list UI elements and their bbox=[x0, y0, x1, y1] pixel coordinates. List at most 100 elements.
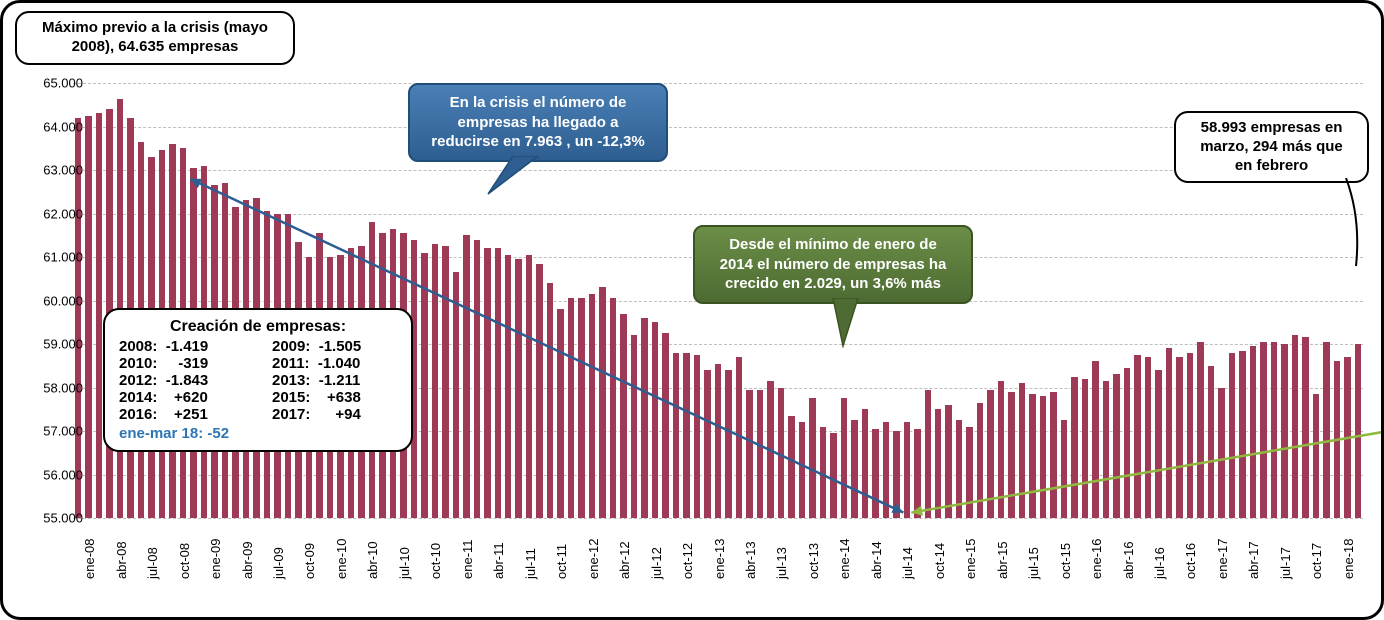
bar bbox=[1061, 420, 1068, 518]
bar bbox=[1103, 381, 1110, 518]
xtick-label: abr-16 bbox=[1121, 541, 1136, 579]
callout-recovery: Desde el mínimo de enero de 2014 el núme… bbox=[693, 225, 973, 304]
bar bbox=[872, 429, 879, 518]
bar bbox=[578, 298, 585, 518]
ytick-label: 61.000 bbox=[23, 250, 83, 265]
xtick-label: jul-08 bbox=[145, 547, 160, 579]
bar bbox=[442, 246, 449, 518]
bar bbox=[1029, 394, 1036, 518]
bar bbox=[998, 381, 1005, 518]
bar bbox=[1050, 392, 1057, 518]
bar bbox=[1092, 361, 1099, 518]
bar bbox=[1281, 344, 1288, 518]
xtick-label: ene-11 bbox=[460, 539, 475, 579]
xtick-label: abr-15 bbox=[995, 541, 1010, 579]
bar bbox=[1302, 337, 1309, 518]
callout-max: Máximo previo a la crisis (mayo 2008), 6… bbox=[15, 11, 295, 65]
xtick-label: abr-17 bbox=[1246, 541, 1261, 579]
xtick-label: abr-13 bbox=[743, 541, 758, 579]
bar bbox=[1197, 342, 1204, 518]
data-cell: 2011: -1.040 bbox=[272, 355, 397, 372]
bar bbox=[788, 416, 795, 518]
ytick-label: 57.000 bbox=[23, 424, 83, 439]
bar bbox=[883, 422, 890, 518]
bar bbox=[914, 429, 921, 518]
bar bbox=[505, 255, 512, 518]
bar bbox=[1218, 388, 1225, 519]
bar bbox=[610, 298, 617, 518]
bar bbox=[1229, 353, 1236, 518]
data-cell: 2016: +251 bbox=[119, 406, 244, 423]
callout-crisis-tail bbox=[478, 156, 548, 196]
bar bbox=[935, 409, 942, 518]
bar bbox=[1071, 377, 1078, 518]
bar bbox=[987, 390, 994, 518]
bar bbox=[1208, 366, 1215, 518]
xtick-label: abr-14 bbox=[869, 541, 884, 579]
xtick-label: oct-10 bbox=[428, 543, 443, 579]
bar bbox=[85, 116, 92, 518]
creation-data-box: Creación de empresas: 2008: -1.4192009: … bbox=[103, 308, 413, 452]
xtick-label: oct-12 bbox=[680, 543, 695, 579]
xtick-label: ene-14 bbox=[837, 539, 852, 579]
callout-recovery-l1: Desde el mínimo de enero de bbox=[707, 235, 959, 255]
bar bbox=[662, 333, 669, 518]
xtick-label: oct-16 bbox=[1183, 543, 1198, 579]
xtick-label: jul-13 bbox=[774, 547, 789, 579]
xtick-label: jul-10 bbox=[397, 547, 412, 579]
xtick-label: jul-12 bbox=[649, 547, 664, 579]
bar bbox=[809, 398, 816, 518]
bar bbox=[75, 118, 82, 518]
callout-recovery-l2: 2014 el número de empresas ha bbox=[707, 255, 959, 275]
xtick-label: abr-12 bbox=[617, 541, 632, 579]
callout-crisis-l1: En la crisis el número de bbox=[422, 93, 654, 113]
data-box-title: Creación de empresas: bbox=[119, 318, 397, 336]
ytick-label: 63.000 bbox=[23, 163, 83, 178]
ytick-label: 58.000 bbox=[23, 380, 83, 395]
bar bbox=[977, 403, 984, 518]
bar bbox=[547, 283, 554, 518]
bar bbox=[1355, 344, 1362, 518]
bar bbox=[1124, 368, 1131, 518]
xtick-label: ene-09 bbox=[208, 539, 223, 579]
bar bbox=[652, 322, 659, 518]
bar bbox=[631, 335, 638, 518]
bar bbox=[589, 294, 596, 518]
bar bbox=[683, 353, 690, 518]
bar bbox=[1145, 357, 1152, 518]
data-cell: 2010: -319 bbox=[119, 355, 244, 372]
bar bbox=[1187, 353, 1194, 518]
bar bbox=[1334, 361, 1341, 518]
xtick-label: oct-15 bbox=[1058, 543, 1073, 579]
bar bbox=[1040, 396, 1047, 518]
bar bbox=[820, 427, 827, 518]
bar bbox=[526, 255, 533, 518]
bar bbox=[515, 259, 522, 518]
data-cell: 2013: -1.211 bbox=[272, 372, 397, 389]
callout-crisis: En la crisis el número de empresas ha ll… bbox=[408, 83, 668, 162]
bar bbox=[568, 298, 575, 518]
data-box-rows: 2008: -1.4192009: -1.5052010: -3192011: … bbox=[119, 338, 397, 423]
bar bbox=[432, 244, 439, 518]
xtick-label: oct-13 bbox=[806, 543, 821, 579]
bar bbox=[1250, 346, 1257, 518]
bar bbox=[1019, 383, 1026, 518]
bar bbox=[474, 240, 481, 518]
xtick-label: oct-14 bbox=[932, 543, 947, 579]
callout-recovery-l3: crecido en 2.029, un 3,6% más bbox=[707, 274, 959, 294]
bar bbox=[1008, 392, 1015, 518]
bar bbox=[1155, 370, 1162, 518]
bar bbox=[841, 398, 848, 518]
xtick-label: ene-13 bbox=[712, 539, 727, 579]
bar bbox=[641, 318, 648, 518]
xtick-label: jul-16 bbox=[1152, 547, 1167, 579]
chart-frame: 55.00056.00057.00058.00059.00060.00061.0… bbox=[0, 0, 1384, 620]
bar bbox=[1323, 342, 1330, 518]
xtick-label: abr-08 bbox=[114, 541, 129, 579]
bar bbox=[904, 422, 911, 518]
ytick-label: 62.000 bbox=[23, 206, 83, 221]
xtick-label: ene-18 bbox=[1341, 539, 1356, 579]
bar bbox=[557, 309, 564, 518]
bar bbox=[1113, 374, 1120, 518]
bar bbox=[1166, 348, 1173, 518]
